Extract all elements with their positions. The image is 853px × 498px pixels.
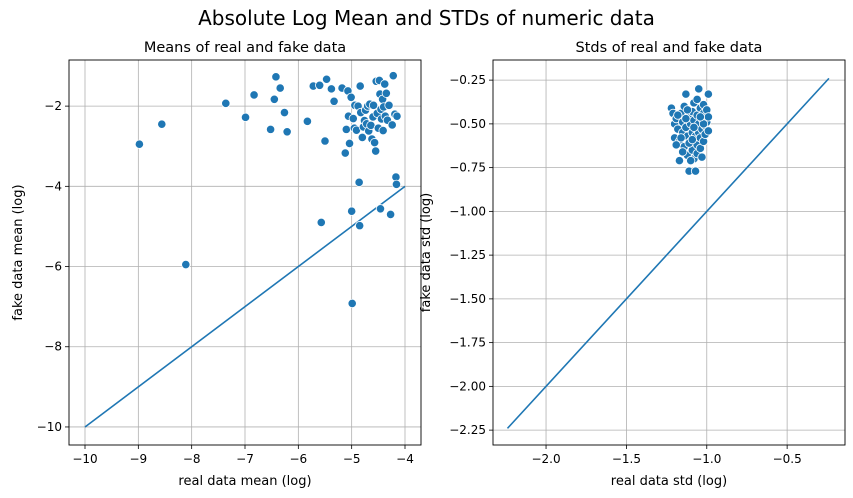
identity-line bbox=[506, 77, 830, 429]
data-point bbox=[378, 125, 388, 136]
y-tick-label: −6 bbox=[44, 260, 62, 274]
y-tick-label: −1.00 bbox=[449, 204, 486, 218]
data-point bbox=[384, 100, 394, 110]
x-tick-label: −1.5 bbox=[612, 452, 641, 466]
x-tick-label: −10 bbox=[72, 452, 97, 466]
data-point bbox=[321, 74, 332, 84]
data-point bbox=[392, 111, 402, 121]
data-point bbox=[385, 209, 396, 220]
data-point bbox=[681, 114, 691, 124]
data-point bbox=[240, 112, 251, 122]
y-axis-label: fake data mean (log) bbox=[11, 184, 26, 320]
x-tick-label: −1.0 bbox=[692, 452, 721, 466]
data-point bbox=[673, 110, 683, 120]
data-point bbox=[316, 217, 326, 228]
data-point bbox=[346, 92, 356, 102]
subplot-title: Stds of real and fake data bbox=[576, 40, 763, 56]
data-point bbox=[387, 120, 397, 130]
data-point bbox=[695, 112, 705, 122]
data-point bbox=[703, 126, 713, 136]
data-point bbox=[355, 221, 365, 231]
data-point bbox=[674, 156, 685, 166]
y-tick-label: −2 bbox=[44, 99, 62, 113]
y-tick-label: −4 bbox=[44, 179, 62, 193]
data-point bbox=[355, 81, 365, 91]
stds-subplot: −2.0 −1.5 −1.0 −0.5 −2.25 −2.00 −1.75 −1.50 −1.2… bbox=[419, 40, 846, 489]
y-tick-label: −1.25 bbox=[449, 248, 486, 262]
data-point bbox=[388, 71, 398, 81]
y-tick-label: −0.75 bbox=[449, 161, 486, 175]
y-tick-label: −1.50 bbox=[449, 292, 486, 306]
data-point bbox=[357, 132, 367, 143]
data-point bbox=[340, 148, 350, 158]
data-point bbox=[692, 94, 702, 104]
x-tick-label: −2.0 bbox=[531, 452, 560, 466]
data-point bbox=[368, 100, 379, 110]
x-tick-label: −8 bbox=[183, 452, 201, 466]
data-point bbox=[181, 259, 191, 270]
y-tick-label: −0.25 bbox=[449, 73, 486, 87]
data-point bbox=[703, 89, 713, 99]
data-point bbox=[249, 90, 259, 100]
identity-line bbox=[84, 185, 406, 428]
data-point bbox=[134, 139, 144, 149]
data-point bbox=[694, 84, 704, 94]
data-point bbox=[269, 94, 279, 104]
data-point bbox=[279, 107, 290, 118]
data-point bbox=[221, 98, 231, 108]
figure-title: Absolute Log Mean and STDs of numeric da… bbox=[198, 6, 655, 30]
y-tick-label: −1.75 bbox=[449, 336, 486, 350]
data-point bbox=[687, 135, 697, 145]
data-point bbox=[371, 146, 381, 156]
data-point bbox=[682, 105, 693, 115]
data-point bbox=[689, 122, 699, 132]
data-point bbox=[157, 119, 167, 129]
y-tick-label: −2.00 bbox=[449, 379, 486, 393]
x-axis-label: real data std (log) bbox=[611, 474, 727, 489]
data-point bbox=[320, 136, 330, 146]
data-point bbox=[697, 152, 707, 162]
data-point bbox=[678, 147, 688, 157]
means-subplot: −10 −9 −8 −7 −6 −5 −4 −10 −8 −6 −4 −2 Means of real … bbox=[11, 40, 422, 489]
x-tick-label: −9 bbox=[129, 452, 147, 466]
data-point bbox=[282, 127, 292, 137]
x-tick-label: −6 bbox=[289, 452, 307, 466]
data-point bbox=[275, 83, 285, 93]
data-point bbox=[347, 298, 357, 309]
data-point bbox=[354, 177, 364, 187]
data-point bbox=[265, 124, 276, 134]
subplot-title: Means of real and fake data bbox=[144, 40, 346, 56]
x-tick-label: −5 bbox=[343, 452, 361, 466]
data-point bbox=[348, 113, 358, 124]
data-point bbox=[686, 156, 696, 166]
y-tick-label: −8 bbox=[44, 340, 62, 354]
x-tick-label: −0.5 bbox=[773, 452, 802, 466]
data-point bbox=[329, 96, 339, 106]
data-point bbox=[375, 204, 386, 214]
axes-frame bbox=[492, 59, 846, 446]
data-point bbox=[302, 116, 312, 126]
x-tick-label: −7 bbox=[236, 452, 254, 466]
data-point bbox=[676, 133, 686, 143]
data-point bbox=[271, 72, 281, 82]
data-point bbox=[326, 84, 336, 94]
y-axis-label: fake data std (log) bbox=[419, 193, 434, 312]
data-point bbox=[391, 179, 402, 189]
x-axis-label: real data mean (log) bbox=[178, 474, 311, 489]
data-point bbox=[671, 140, 681, 150]
data-point bbox=[347, 206, 357, 216]
x-tick-label: −4 bbox=[396, 452, 414, 466]
data-point bbox=[380, 79, 390, 89]
data-point bbox=[690, 166, 701, 176]
data-point bbox=[315, 80, 325, 90]
data-point bbox=[369, 138, 380, 148]
y-tick-label: −0.50 bbox=[449, 117, 486, 131]
y-tick-label: −2.25 bbox=[449, 423, 486, 437]
data-point bbox=[341, 124, 351, 134]
y-tick-label: −10 bbox=[37, 420, 62, 434]
data-point bbox=[344, 138, 355, 149]
data-point bbox=[681, 89, 691, 99]
data-point bbox=[381, 88, 391, 98]
